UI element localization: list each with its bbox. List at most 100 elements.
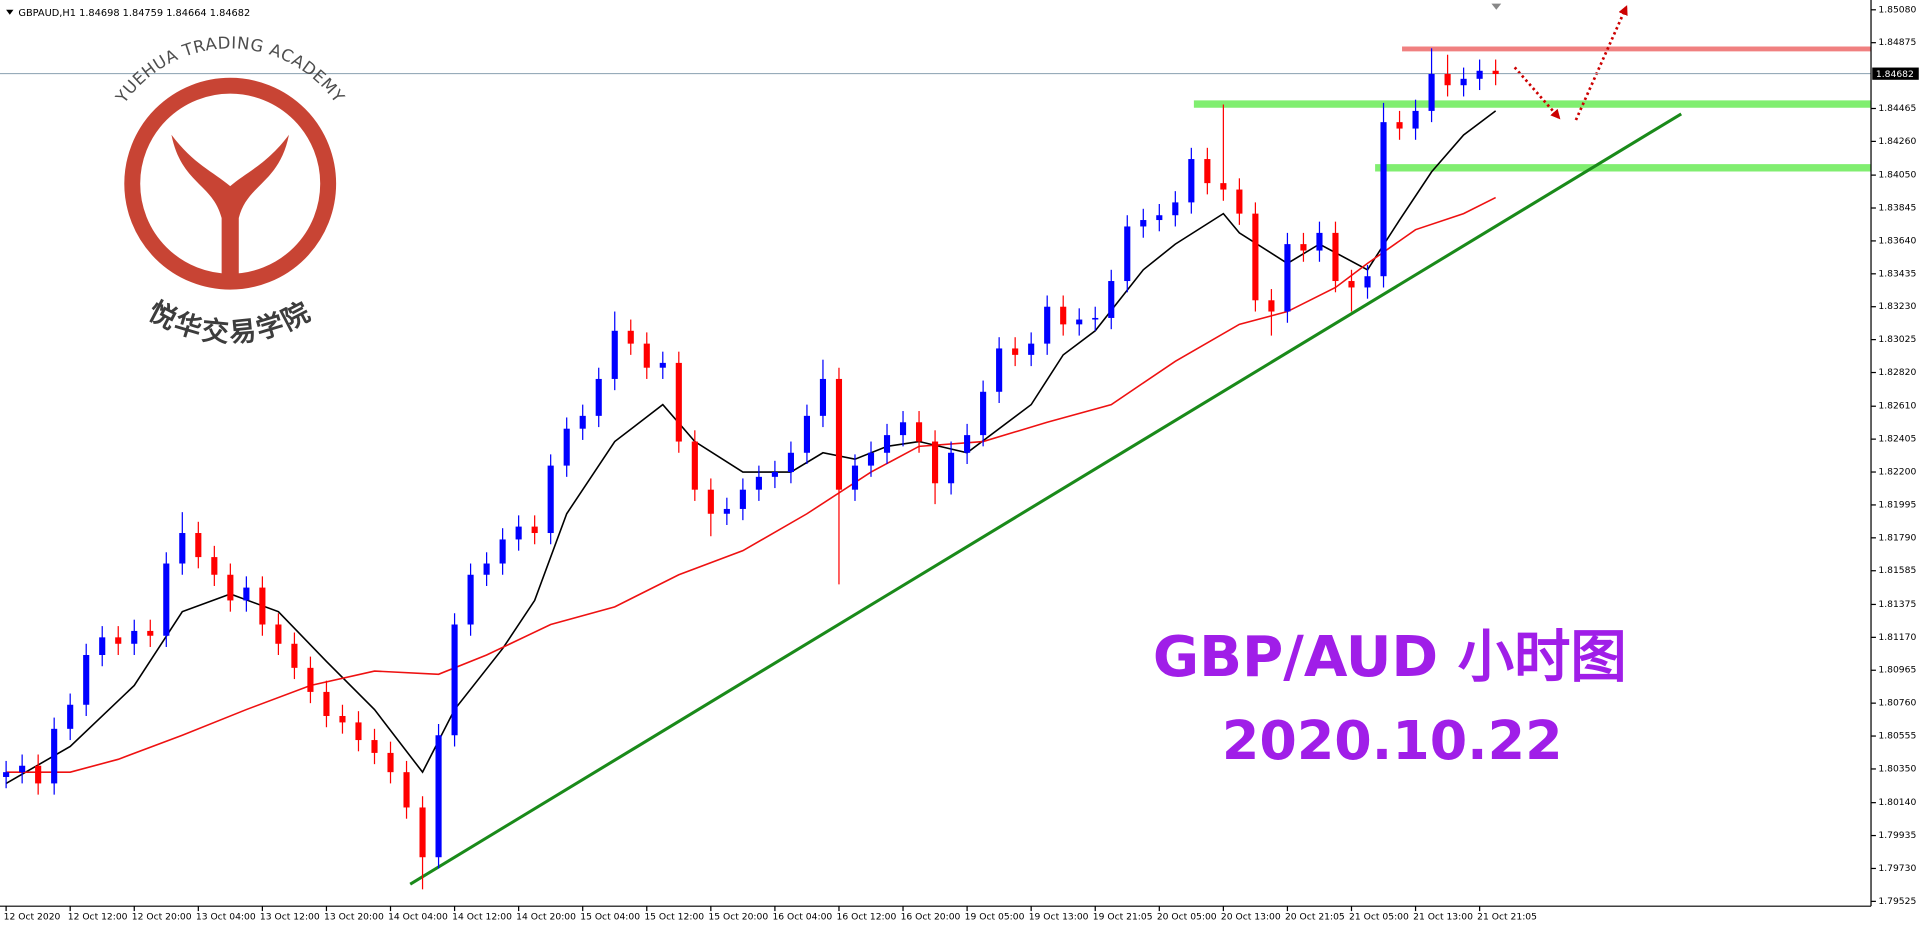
- candle-body: [771, 472, 778, 477]
- candle-body: [579, 415, 586, 429]
- candle-body: [948, 452, 955, 484]
- candle-body: [755, 476, 762, 490]
- y-tick-label: 1.82610: [1878, 401, 1916, 412]
- forecast-arrow: [1513, 66, 1561, 120]
- candle-body: [467, 574, 474, 625]
- y-tick-label: 1.80760: [1878, 698, 1916, 709]
- candle-body: [195, 533, 202, 558]
- candle-body: [227, 574, 234, 601]
- candle-body: [675, 362, 682, 442]
- candle-body: [1076, 319, 1083, 325]
- x-tick-label: 16 Oct 12:00: [837, 912, 897, 923]
- x-tick-label: 15 Oct 12:00: [644, 912, 704, 923]
- candle-body: [1332, 232, 1339, 282]
- candle-body: [387, 752, 394, 773]
- x-tick-label: 20 Oct 21:05: [1285, 912, 1345, 923]
- candle-body: [851, 465, 859, 490]
- y-tick-label: 1.79935: [1878, 830, 1916, 841]
- x-tick-label: 15 Oct 04:00: [580, 912, 640, 923]
- candle-body: [1092, 317, 1099, 320]
- shift-marker: [1491, 3, 1502, 10]
- candle-body: [1364, 276, 1371, 288]
- candle-body: [1188, 159, 1195, 203]
- candle-body: [787, 452, 794, 473]
- plot: [0, 48, 1872, 890]
- candle-body: [163, 563, 170, 636]
- candle-body: [355, 722, 362, 741]
- candle-body: [115, 637, 122, 644]
- logo-ring: [124, 77, 337, 290]
- candle-body: [643, 343, 650, 368]
- drawings: [409, 5, 1872, 886]
- candle-body: [1348, 281, 1355, 288]
- candle-body: [1172, 202, 1179, 216]
- chart-header: GBPAUD,H1 1.84698 1.84759 1.84664 1.8468…: [18, 8, 250, 19]
- candle-body: [1316, 232, 1323, 251]
- candle-body: [1428, 73, 1435, 111]
- candle-body: [499, 539, 506, 564]
- candle-body: [243, 587, 250, 601]
- candle-body: [1412, 110, 1419, 129]
- y-tick-label: 1.80140: [1878, 797, 1916, 808]
- y-tick-label: 1.79525: [1878, 896, 1916, 907]
- y-tick-label: 1.80555: [1878, 731, 1916, 742]
- y-tick-label: 1.85080: [1878, 4, 1916, 15]
- candle-body: [1268, 300, 1275, 312]
- x-tick-label: 21 Oct 21:05: [1477, 912, 1537, 923]
- candle-body: [1492, 70, 1499, 74]
- candle-body: [1124, 226, 1131, 282]
- candle-body: [932, 441, 939, 484]
- candle-body: [835, 378, 843, 490]
- candle-body: [179, 533, 186, 564]
- candle-body: [259, 587, 266, 625]
- candle-body: [307, 667, 314, 692]
- candle-body: [595, 378, 602, 416]
- x-tick-label: 21 Oct 13:00: [1413, 912, 1473, 923]
- y-tick-label: 1.81170: [1878, 632, 1916, 643]
- candle-body: [83, 655, 90, 705]
- candle-body: [1028, 343, 1035, 355]
- y-tick-label: 1.84050: [1878, 170, 1916, 181]
- x-tick-label: 12 Oct 2020: [4, 912, 61, 923]
- x-tick-label: 12 Oct 12:00: [68, 912, 128, 923]
- candle-body: [1044, 306, 1051, 344]
- candle-body: [67, 704, 74, 729]
- x-tick-label: 19 Oct 05:00: [965, 912, 1025, 923]
- candle-body: [1396, 122, 1403, 129]
- candle-body: [803, 415, 810, 453]
- candle-body: [739, 489, 746, 509]
- candle-body: [483, 563, 490, 575]
- candle-body: [627, 330, 634, 344]
- candle-body: [819, 378, 827, 416]
- moving-average: [6, 196, 1496, 773]
- candle-body: [371, 740, 378, 753]
- x-tick-label: 20 Oct 05:00: [1157, 912, 1217, 923]
- candle-body: [339, 715, 346, 723]
- candle-body: [659, 362, 666, 368]
- y-tick-label: 1.82820: [1878, 367, 1916, 378]
- candle-body: [35, 765, 42, 784]
- candle-body: [1284, 244, 1291, 312]
- candle-body: [1060, 306, 1067, 325]
- y-tick-label: 1.84260: [1878, 136, 1916, 147]
- candle-body: [691, 441, 698, 490]
- x-tick-label: 12 Oct 20:00: [132, 912, 192, 923]
- y-tick-label: 1.83640: [1878, 235, 1916, 246]
- candle-body: [1444, 73, 1451, 86]
- candle-body: [1204, 159, 1211, 184]
- y-tick-label: 1.84875: [1878, 37, 1916, 48]
- candle-body: [3, 772, 10, 777]
- candle-body: [1380, 122, 1387, 277]
- price-label: 1.84682: [1876, 69, 1914, 80]
- x-tick-label: 15 Oct 20:00: [708, 912, 768, 923]
- logo-mark: [171, 134, 289, 277]
- x-tick-label: 20 Oct 13:00: [1221, 912, 1281, 923]
- candle-body: [867, 452, 875, 466]
- candle-body: [1156, 215, 1163, 221]
- candle-body: [131, 630, 138, 644]
- candle-body: [1220, 183, 1227, 190]
- y-tick-label: 1.83025: [1878, 334, 1916, 345]
- candle-body: [996, 348, 1003, 392]
- candle-body: [964, 435, 971, 453]
- candle-body: [419, 807, 426, 858]
